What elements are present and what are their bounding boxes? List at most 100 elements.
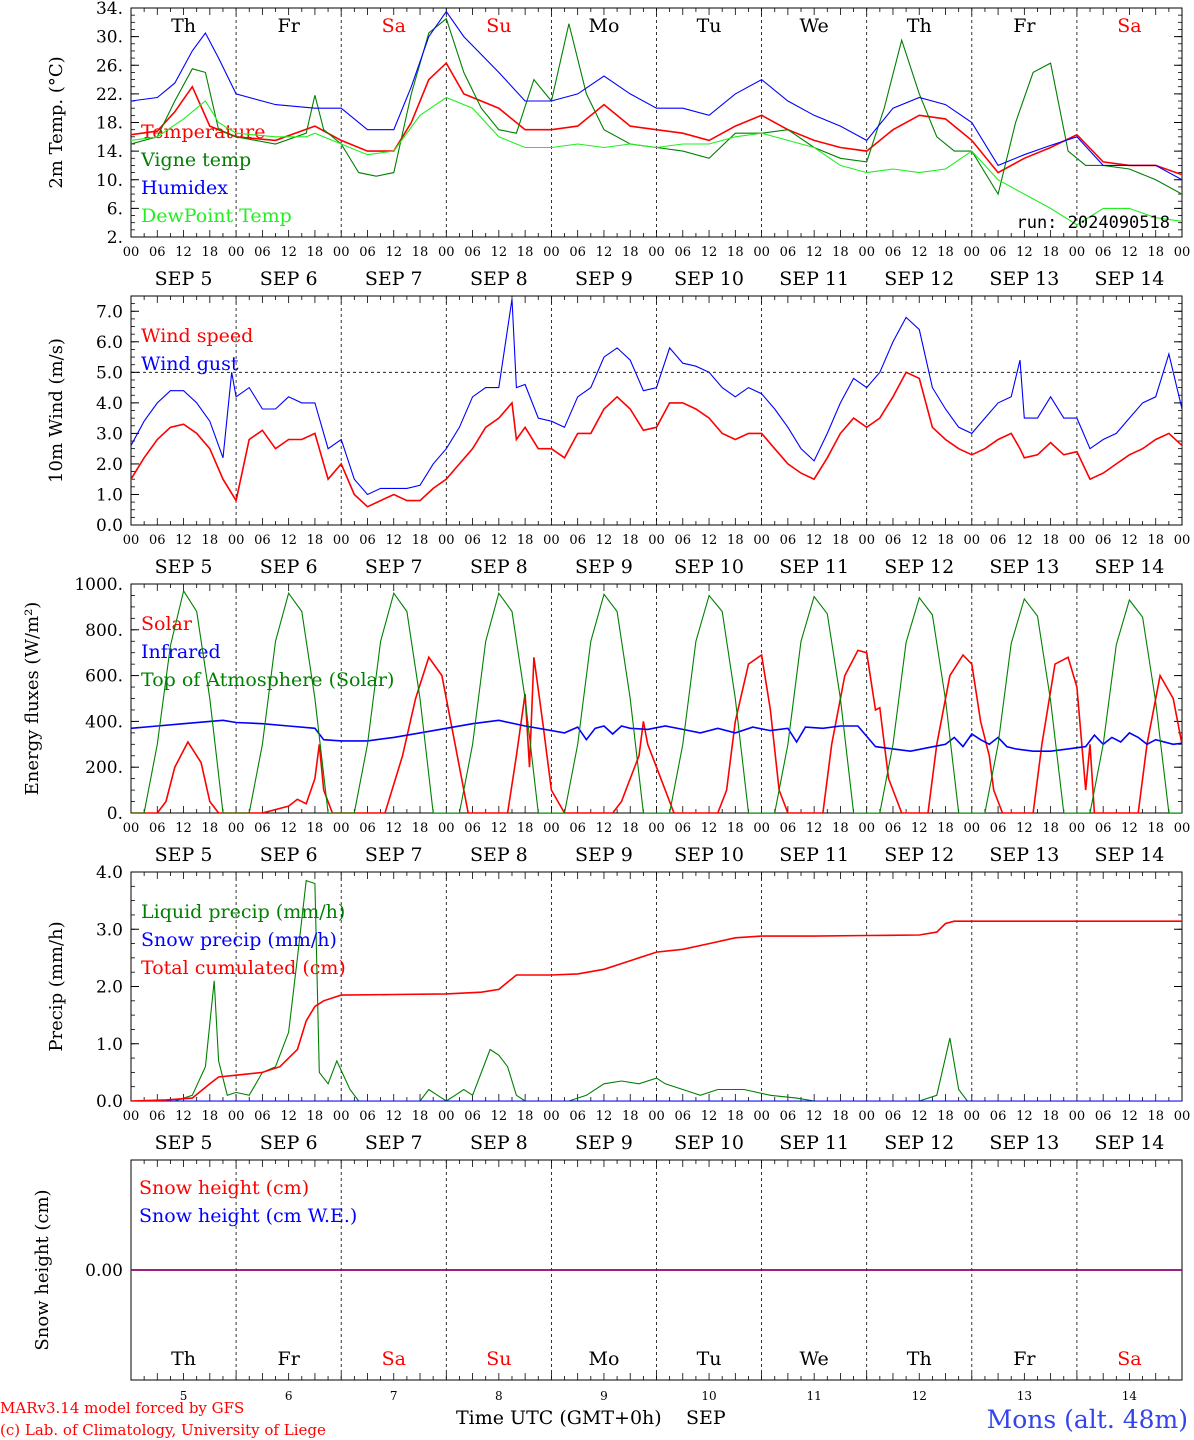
date-label: SEP 9 — [575, 1132, 633, 1154]
hour-tick-label: 06 — [464, 821, 481, 836]
hour-tick-label: 00 — [753, 533, 770, 548]
series-line-wind-speed — [131, 371, 1182, 508]
legend-entry: Snow precip (mm/h) — [141, 929, 337, 951]
hour-tick-label: 12 — [1121, 245, 1138, 260]
hour-tick-label: 18 — [202, 1109, 219, 1124]
hour-tick-label: 06 — [675, 821, 692, 836]
hour-tick-label: 12 — [491, 245, 508, 260]
hour-tick-label: 12 — [701, 1109, 718, 1124]
hour-tick-label: 18 — [727, 821, 744, 836]
x-axis-month: SEP — [686, 1407, 726, 1429]
legend-entry: Vigne temp — [140, 149, 251, 171]
series-line-temperature — [131, 61, 1182, 176]
hour-tick-label: 12 — [280, 821, 297, 836]
hour-tick-label: 06 — [885, 1109, 902, 1124]
hour-tick-label: 00 — [1174, 821, 1191, 836]
hour-tick-label: 12 — [175, 533, 192, 548]
y-axis-label: 2m Temp. (°C) — [46, 56, 67, 188]
hour-tick-label: 18 — [832, 1109, 849, 1124]
hour-tick-label: 06 — [885, 245, 902, 260]
credit-line-2: (c) Lab. of Climatology, University of L… — [0, 1421, 326, 1439]
date-label: SEP 10 — [674, 844, 744, 866]
hour-tick-label: 06 — [1095, 245, 1112, 260]
panel-5: 0.00 Snow height (cm) Snow height (cm) Snow… — [32, 1159, 1183, 1403]
hour-tick-label: 00 — [543, 245, 560, 260]
weekday-label: Mo — [588, 15, 619, 37]
y-axis-label: Precip (mm/h) — [46, 921, 67, 1051]
series-line-liquid-precip-mm-h- — [131, 879, 968, 1101]
hour-tick-label: 18 — [622, 1109, 639, 1124]
date-label: SEP 14 — [1095, 556, 1165, 578]
hour-tick-label: 12 — [911, 245, 928, 260]
hour-tick-label: 00 — [123, 245, 140, 260]
hour-tick-label: 00 — [1174, 1109, 1191, 1124]
hour-tick-label: 06 — [675, 245, 692, 260]
hour-tick-label: 00 — [123, 533, 140, 548]
y-tick-label: 2. — [107, 228, 123, 248]
hour-tick-label: 18 — [622, 533, 639, 548]
date-label: SEP 9 — [575, 844, 633, 866]
hour-tick-label: 18 — [937, 245, 954, 260]
hour-tick-label: 12 — [1121, 1109, 1138, 1124]
legend-entry: Top of Atmosphere (Solar) — [141, 669, 394, 691]
day-number-label: 12 — [912, 1389, 927, 1403]
series-line-wind-gust — [131, 299, 1182, 496]
day-number-label: 6 — [285, 1389, 293, 1403]
hour-tick-label: 00 — [858, 821, 875, 836]
date-label: SEP 9 — [575, 268, 633, 290]
date-label: SEP 5 — [155, 1132, 213, 1154]
hour-tick-label: 12 — [1016, 1109, 1033, 1124]
date-label: SEP 8 — [470, 556, 528, 578]
legend-entry: Solar — [141, 613, 193, 635]
hour-tick-label: 06 — [675, 533, 692, 548]
y-tick-label: 0.0 — [96, 516, 123, 536]
hour-tick-label: 12 — [280, 1109, 297, 1124]
hour-tick-label: 12 — [1016, 533, 1033, 548]
hour-tick-label: 06 — [464, 245, 481, 260]
series-line-solar — [131, 649, 1182, 813]
hour-tick-label: 00 — [333, 245, 350, 260]
hour-tick-label: 18 — [517, 533, 534, 548]
hour-tick-label: 00 — [964, 245, 981, 260]
series-line-dewpoint-temp — [131, 96, 1182, 226]
hour-tick-label: 12 — [806, 533, 823, 548]
hour-tick-label: 12 — [701, 821, 718, 836]
hour-tick-label: 00 — [543, 1109, 560, 1124]
y-tick-label: 26. — [96, 56, 123, 76]
hour-tick-label: 06 — [149, 533, 166, 548]
day-number-label: 13 — [1017, 1389, 1032, 1403]
weekday-label: Fr — [278, 1348, 301, 1370]
hour-tick-label: 00 — [1069, 245, 1086, 260]
day-number-label: 10 — [701, 1389, 716, 1403]
series-line-infrared — [131, 719, 1182, 753]
panel-4: 0.0 1.0 2.0 3.0 4.0 Precip (mm/h) Liquid preci… — [46, 863, 1191, 1154]
hour-tick-label: 00 — [228, 821, 245, 836]
hour-tick-label: 00 — [1069, 533, 1086, 548]
y-tick-label: 1.0 — [96, 485, 123, 505]
y-tick-label: 7.0 — [96, 302, 123, 322]
hour-tick-label: 00 — [858, 533, 875, 548]
hour-tick-label: 12 — [385, 533, 402, 548]
series-line-top-of-atmosphere-solar- — [131, 589, 1182, 813]
hour-tick-label: 18 — [1042, 1109, 1059, 1124]
weekday-label: We — [800, 15, 829, 37]
hour-tick-label: 12 — [491, 821, 508, 836]
day-number-label: 11 — [807, 1389, 822, 1403]
hour-tick-label: 00 — [228, 533, 245, 548]
hour-tick-label: 06 — [569, 533, 586, 548]
y-tick-label: 3.0 — [96, 920, 123, 940]
weekday-label: Tu — [697, 15, 722, 37]
weekday-label: Th — [171, 15, 196, 37]
hour-tick-label: 18 — [727, 1109, 744, 1124]
hour-tick-label: 18 — [1147, 533, 1164, 548]
legend-entry: Total cumulated (cm) — [141, 957, 346, 979]
y-tick-label: 30. — [96, 28, 123, 48]
y-axis-label: Snow height (cm) — [32, 1189, 53, 1350]
y-tick-label: 400. — [85, 712, 123, 732]
hour-tick-label: 06 — [1095, 821, 1112, 836]
date-label: SEP 12 — [884, 556, 954, 578]
hour-tick-label: 18 — [937, 533, 954, 548]
date-label: SEP 8 — [470, 268, 528, 290]
series-line-total-cumulated-cm- — [131, 920, 1182, 1101]
